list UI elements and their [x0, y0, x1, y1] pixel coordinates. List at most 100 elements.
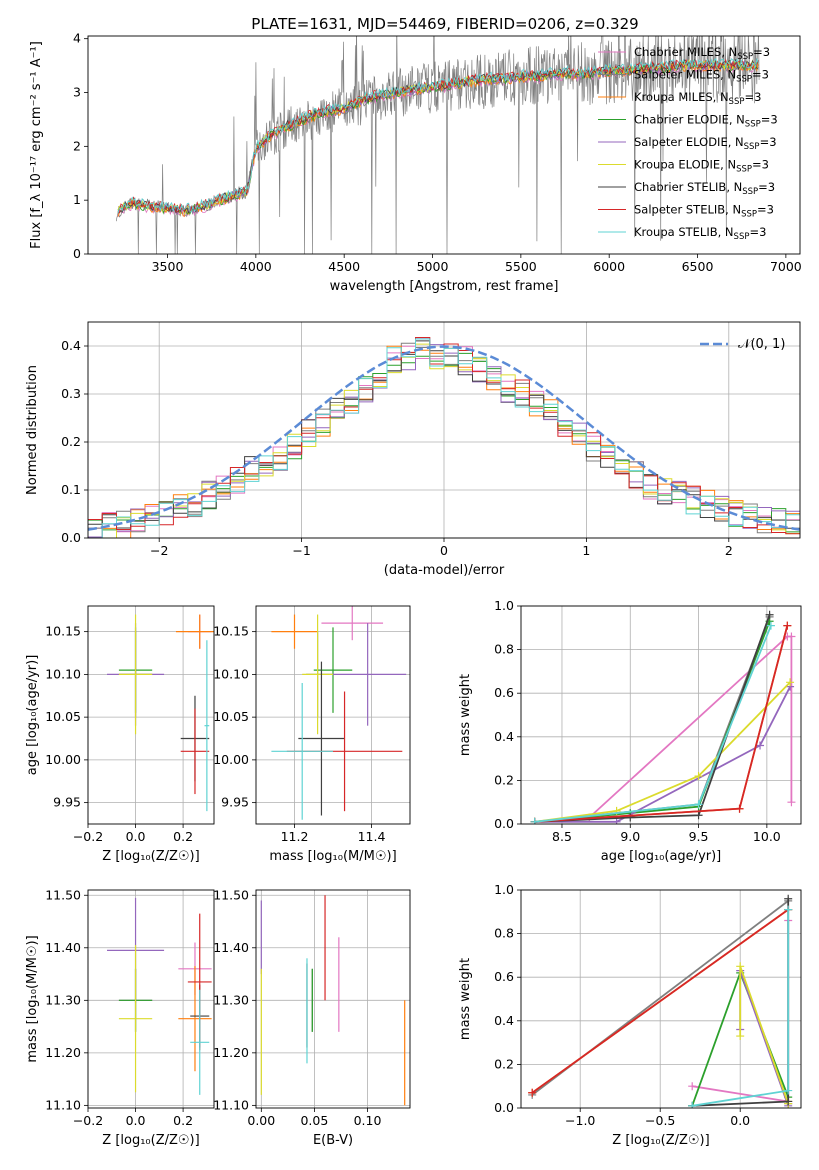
data-point-marker: [530, 817, 539, 824]
y-tick-label: 11.10: [45, 1097, 81, 1112]
x-tick-label: −0.2: [73, 1113, 103, 1128]
x-tick-label: 8.5: [552, 829, 572, 844]
data-point-marker: [784, 894, 793, 903]
data-point-marker: [784, 905, 793, 914]
y-tick-label: 0.6: [494, 969, 514, 984]
y-tick-label: 0.0: [61, 530, 81, 545]
mass-weight-line: [534, 686, 791, 823]
y-tick-label: 0.6: [494, 685, 514, 700]
x-tick-label: 4500: [328, 259, 360, 274]
y-tick-label: 0.4: [494, 729, 514, 744]
mass-weight-line: [531, 908, 789, 1094]
y-tick-label: 0.8: [494, 642, 514, 657]
axes-frame: [87, 889, 215, 1109]
panel-residuals: −2 −1 0 1 2 0.0 0.1 0.2 0.3 0.4 (data-model)/error…: [25, 321, 801, 578]
x-axis-label: wavelength [Angstrom, rest frame]: [330, 279, 559, 294]
y-tick-label: 0.2: [61, 434, 81, 449]
x-tick-label: 0.0: [730, 1113, 750, 1128]
x-tick-label: 0.2: [173, 829, 193, 844]
x-tick-label: −0.2: [73, 829, 103, 844]
y-tick-label: 0.4: [494, 1013, 514, 1028]
data-point-marker: [765, 610, 774, 619]
x-tick-label: 10.0: [753, 829, 781, 844]
y-tick-label: 11.50: [213, 887, 249, 902]
legend-entry: Salpeter MILES, NSSP=3: [634, 68, 769, 85]
y-tick-label: 1.0: [494, 598, 514, 613]
panel-massweight_vs_age: 8.5 9.0 9.5 10.0 0.0 0.2 0.4 0.6 0.8 1.0 age [log₁…: [458, 598, 802, 864]
x-tick-label: 11.2: [281, 829, 309, 844]
axes-frame: [87, 35, 801, 255]
mass-weight-line: [534, 620, 771, 823]
y-tick-label: 0.2: [494, 772, 514, 787]
axes-frame: [255, 605, 411, 825]
gaussian-reference-curve: [88, 345, 800, 531]
legend-entry: 𝒩(0, 1): [738, 337, 785, 352]
x-tick-label: −1.0: [565, 1113, 595, 1128]
x-tick-label: 0.0: [126, 1113, 146, 1128]
data-point-marker: [784, 1086, 793, 1095]
y-axis-label: mass weight: [458, 674, 473, 756]
x-tick-label: 3500: [152, 259, 184, 274]
y-tick-label: 10.15: [45, 624, 81, 639]
x-axis-label: age [log₁₀(age/yr)]: [601, 849, 722, 864]
data-point-marker: [528, 1088, 537, 1097]
axes-frame: [87, 321, 801, 539]
residual-histogram-step: [88, 338, 800, 538]
x-axis-label: Z [log₁₀(Z/Z☉)]: [102, 849, 199, 864]
data-point-marker: [694, 811, 703, 820]
y-tick-label: 10.05: [213, 709, 249, 724]
y-tick-label: 0.0: [494, 816, 514, 831]
data-point-marker: [688, 1101, 697, 1108]
y-tick-label: 1: [73, 192, 81, 207]
x-axis-label: E(B-V): [313, 1133, 353, 1148]
x-tick-label: 7000: [770, 259, 802, 274]
x-axis-label: (data-model)/error: [384, 563, 505, 578]
y-tick-label: 3: [73, 85, 81, 100]
data-point-marker: [688, 1082, 697, 1091]
panel-age_vs_Z: −0.2 0.0 0.2 9.95 10.00 10.05 10.10 10.15 Z [log…: [25, 605, 215, 864]
data-point-marker: [766, 621, 775, 630]
y-axis-label: age [log₁₀(age/yr)]: [25, 655, 40, 776]
y-tick-label: 11.30: [45, 992, 81, 1007]
y-tick-label: 0.8: [494, 926, 514, 941]
legend-entry: Salpeter ELODIE, NSSP=3: [634, 135, 777, 152]
x-tick-label: 0.0: [126, 829, 146, 844]
data-point-marker: [736, 1032, 745, 1041]
mass-weight-line: [534, 625, 772, 823]
x-tick-label: −2: [150, 543, 168, 558]
y-axis-label: mass weight: [458, 958, 473, 1040]
x-tick-label: 0.2: [173, 1113, 193, 1128]
x-tick-label: 5500: [505, 259, 537, 274]
y-tick-label: 11.20: [213, 1045, 249, 1060]
axes-frame: [87, 605, 215, 825]
plot-area: [260, 895, 406, 1106]
x-tick-label: 0.00: [247, 1113, 275, 1128]
y-tick-label: 10.10: [45, 666, 81, 681]
x-tick-label: 9.5: [689, 829, 709, 844]
mass-weight-line: [534, 616, 771, 823]
y-tick-label: 11.40: [45, 940, 81, 955]
x-tick-label: 1: [582, 543, 590, 558]
x-axis-label: mass [log₁₀(M/M☉)]: [269, 849, 396, 864]
x-tick-label: −0.5: [645, 1113, 675, 1128]
x-tick-label: 0.05: [300, 1113, 328, 1128]
y-tick-label: 0.1: [61, 482, 81, 497]
panel-massweight_vs_Z: −1.0 −0.5 0.0 0.0 0.2 0.4 0.6 0.8 1.0 Z [log₁₀(Z/…: [458, 882, 802, 1148]
data-point-marker: [756, 741, 765, 750]
y-tick-label: 0.3: [61, 386, 81, 401]
x-tick-label: 6000: [593, 259, 625, 274]
data-point-marker: [787, 798, 796, 807]
y-tick-label: 10.15: [213, 624, 249, 639]
y-tick-label: 11.20: [45, 1045, 81, 1060]
panel-spectrum: 3500 4000 4500 5000 5500 6000 6500 7000 0 1 2 3 4 wav…: [29, 31, 802, 294]
y-tick-label: 11.10: [213, 1097, 249, 1112]
plot-area: [107, 614, 214, 812]
x-tick-label: 4000: [240, 259, 272, 274]
x-tick-label: 9.0: [620, 829, 640, 844]
y-tick-label: 10.00: [213, 752, 249, 767]
y-tick-label: 9.95: [53, 795, 81, 810]
data-point-marker: [787, 632, 796, 641]
y-axis-label: Normed distribution: [25, 365, 40, 495]
x-axis-label: Z [log₁₀(Z/Z☉)]: [612, 1133, 709, 1148]
